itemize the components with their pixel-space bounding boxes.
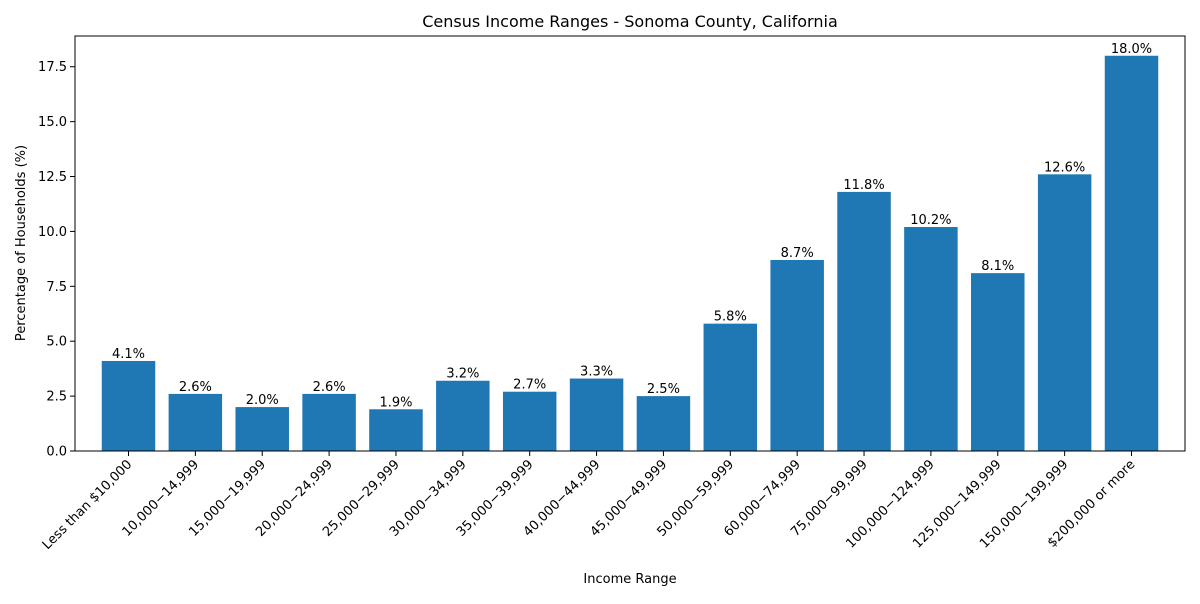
plot-frame — [74, 35, 1186, 452]
bar — [436, 380, 490, 451]
bar-value-label: 8.7% — [781, 246, 814, 261]
y-tick-label: 0.0 — [46, 445, 67, 460]
bar — [703, 323, 758, 451]
bar-value-label: 8.1% — [981, 259, 1014, 274]
bar — [302, 393, 356, 451]
chart-title: Census Income Ranges - Sonoma County, Ca… — [422, 12, 838, 31]
bar-value-label: 2.6% — [313, 380, 346, 395]
y-tick-label: 5.0 — [46, 335, 67, 350]
bar — [101, 360, 156, 451]
bar — [369, 409, 423, 451]
bar — [971, 273, 1025, 451]
bar — [1037, 174, 1092, 451]
data-labels-layer: 4.1% 2.6% 2.0% 2.6% 1.9% 3.2% 2.7% 3.3% 2.5% 5.8%… — [112, 42, 1152, 411]
bar-value-label: 3.3% — [580, 365, 613, 380]
y-tick-label: 12.5 — [38, 170, 67, 185]
y-tick-label: 10.0 — [38, 225, 67, 240]
bar-value-label: 11.8% — [843, 178, 884, 193]
bar — [1104, 55, 1159, 451]
bar — [569, 378, 624, 451]
y-tick-label: 7.5 — [46, 280, 67, 295]
bars-layer — [101, 55, 1159, 451]
x-tick-label: Less than $10,000 — [40, 457, 136, 553]
y-axis-label: Percentage of Households (%) — [14, 145, 29, 341]
bar — [168, 393, 223, 451]
x-axis-label: Income Range — [583, 572, 676, 587]
y-tick-label: 2.5 — [46, 390, 67, 405]
bar — [502, 391, 557, 451]
bar-value-label: 2.6% — [179, 380, 212, 395]
bar-value-label: 5.8% — [714, 310, 747, 325]
x-axis: Less than $10,00010,000−14,99915,000−19,… — [40, 451, 1138, 553]
bar — [904, 227, 958, 451]
bar-value-label: 2.0% — [246, 393, 279, 408]
y-tick-label: 15.0 — [38, 115, 67, 130]
bar — [770, 259, 824, 451]
bar-value-label: 10.2% — [910, 213, 951, 228]
bar-value-label: 12.6% — [1044, 160, 1085, 175]
bar — [837, 191, 891, 451]
bar-value-label: 3.2% — [446, 367, 479, 382]
bar-value-label: 4.1% — [112, 347, 145, 362]
bar-value-label: 2.5% — [647, 382, 680, 397]
bar — [636, 396, 691, 451]
y-tick-label: 17.5 — [38, 60, 67, 75]
bar-value-label: 18.0% — [1111, 42, 1152, 57]
bar-value-label: 2.7% — [513, 378, 546, 393]
bar-value-label: 1.9% — [379, 395, 412, 410]
y-axis: 0.0 2.5 5.0 7.5 10.0 12.5 15.0 17.5 — [38, 60, 75, 460]
bar — [235, 407, 289, 451]
